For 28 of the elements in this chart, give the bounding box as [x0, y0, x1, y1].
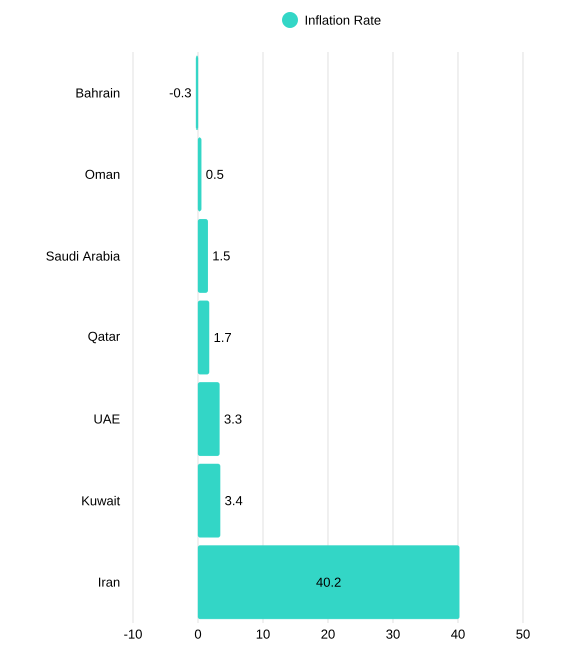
y-tick-label: Saudi Arabia — [46, 251, 120, 261]
x-tick-label: 0 — [194, 630, 202, 639]
x-tick-label: -10 — [124, 630, 142, 639]
y-tick-label: Iran — [99, 578, 120, 587]
y-tick-label: Qatar — [88, 332, 120, 344]
x-tick-label: 30 — [386, 630, 400, 639]
bar — [198, 137, 202, 212]
bar — [198, 545, 460, 620]
x-tick-label: 40 — [451, 630, 465, 639]
y-tick-label: UAE — [94, 414, 120, 424]
data-label: 3.4 — [225, 496, 242, 506]
bar — [198, 300, 210, 374]
y-tick-label: Bahrain — [76, 88, 120, 98]
y-tick-label: Oman — [85, 170, 120, 179]
data-label: 0.5 — [206, 170, 224, 179]
x-tick-label: 20 — [321, 630, 335, 639]
y-tick-label: Kuwait — [82, 496, 120, 506]
x-tick-label: 50 — [516, 630, 530, 639]
x-tick-label: 10 — [256, 630, 270, 639]
data-label: 3.3 — [224, 414, 242, 424]
legend-label: Inflation Rate — [306, 15, 381, 25]
data-label: 1.5 — [213, 251, 230, 260]
data-label: 1.7 — [214, 333, 231, 342]
bar — [198, 219, 208, 293]
bar — [198, 382, 220, 456]
data-label: -0.3 — [170, 88, 191, 98]
bar — [198, 464, 220, 538]
data-label: 40.2 — [316, 578, 341, 587]
